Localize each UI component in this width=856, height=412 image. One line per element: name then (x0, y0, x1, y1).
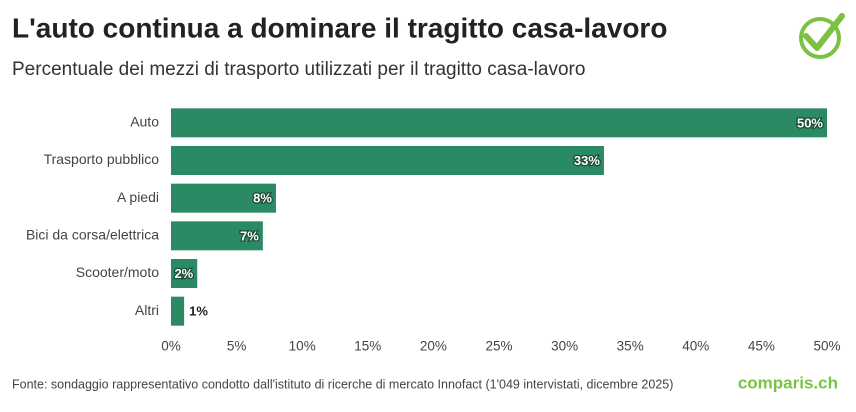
bar (171, 108, 827, 138)
value-label: 7% (240, 228, 259, 243)
x-tick-label: 5% (227, 339, 247, 354)
x-tick-label: 50% (813, 339, 840, 354)
x-tick-label: 15% (354, 339, 381, 354)
x-tick-label: 0% (161, 339, 181, 354)
y-tick-label: A piedi (117, 189, 159, 205)
y-tick-label: Auto (130, 114, 159, 130)
x-tick-label: 25% (485, 339, 512, 354)
value-label: 50% (797, 115, 823, 130)
bar (171, 146, 604, 175)
x-tick-label: 10% (289, 339, 316, 354)
value-label: 1% (189, 304, 208, 319)
y-tick-label: Trasporto pubblico (44, 151, 160, 167)
x-tick-label: 20% (420, 339, 447, 354)
x-tick-label: 30% (551, 339, 578, 354)
y-tick-label: Bici da corsa/elettrica (26, 227, 159, 243)
source: Fonte: sondaggio rappresentativo condott… (12, 377, 673, 391)
value-label: 2% (174, 266, 193, 281)
value-label: 8% (253, 191, 272, 206)
x-tick-label: 35% (617, 339, 644, 354)
logo-text: comparis.ch (738, 373, 838, 392)
y-tick-label: Altri (135, 302, 159, 318)
bar (171, 259, 198, 288)
bar (171, 183, 276, 213)
chart-subtitle: Percentuale dei mezzi di trasporto utili… (12, 59, 585, 80)
chart-title: L'auto continua a dominare il tragitto c… (12, 12, 667, 43)
value-label: 33% (574, 153, 600, 168)
x-tick-label: 40% (682, 339, 709, 354)
y-tick-label: Scooter/moto (76, 264, 159, 280)
logo-icon (799, 13, 845, 59)
bar (171, 296, 185, 326)
x-tick-label: 45% (748, 339, 775, 354)
bar (171, 221, 263, 251)
